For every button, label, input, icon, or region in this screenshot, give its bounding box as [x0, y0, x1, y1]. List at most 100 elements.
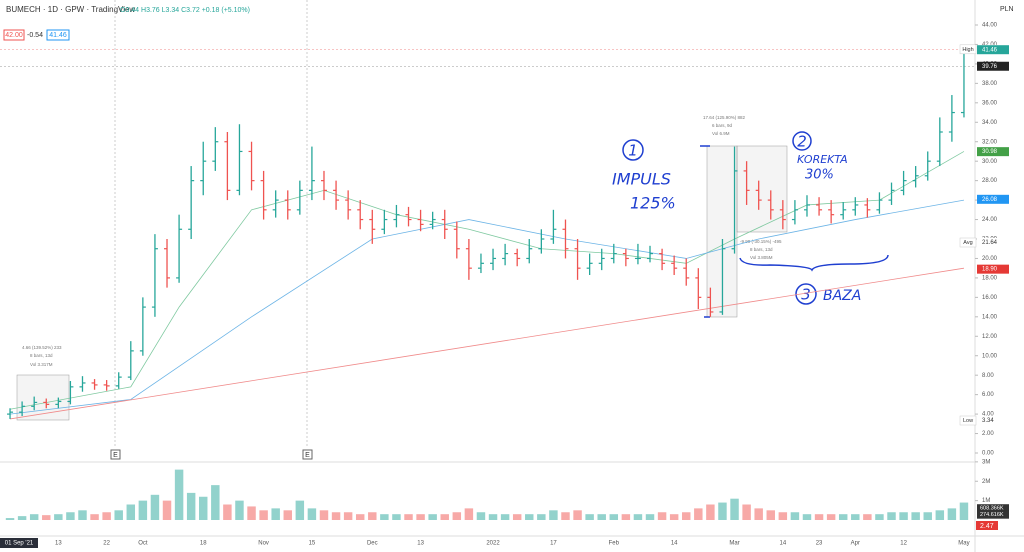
y-tick-label: 4.00: [982, 412, 994, 418]
ask-box: [46, 29, 70, 41]
volume-bar: [706, 504, 715, 520]
volume-bar: [102, 512, 111, 520]
price-tag-box: [977, 147, 1009, 157]
price-tag-name: Avg: [963, 240, 972, 246]
measure-box: [736, 145, 788, 233]
x-tick-label: 22: [103, 541, 110, 547]
y-tick-label: 32.00: [982, 139, 998, 145]
vol-tag-box: [977, 504, 1009, 513]
price-tag-name-box: [959, 415, 977, 426]
x-tick-label: Apr: [851, 541, 860, 547]
volume-bar: [549, 510, 558, 520]
y-tick-label: 14.00: [982, 314, 998, 320]
x-tick-label: 13: [417, 541, 424, 547]
volume-bar: [754, 508, 763, 520]
volume-bar: [851, 514, 860, 520]
vol-tick-label: 1M: [982, 498, 990, 504]
x-tick-label: Nov: [258, 541, 269, 547]
measure-text: 8 bars, 13d: [30, 353, 53, 358]
volume-bar: [814, 514, 824, 520]
ask: 41.46: [49, 32, 67, 39]
volume-bar: [78, 510, 87, 520]
y-tick-label: 34.00: [982, 120, 998, 126]
note: KOREKTA: [797, 153, 848, 166]
y-tick-label: 20.00: [982, 256, 998, 262]
x-tick-label: May: [958, 541, 969, 547]
x-tick-label: 17: [550, 541, 557, 547]
earnings-marker[interactable]: E: [113, 452, 118, 459]
price-tag: 26.08: [982, 197, 998, 203]
volume-bar: [452, 512, 462, 520]
price-tag: 3.34: [982, 418, 994, 424]
x-tick-label: Dec: [367, 541, 378, 547]
measure-text: -9.90 (-30.15%) -495: [740, 239, 782, 244]
vol-tag-box: [977, 510, 1009, 519]
volume-bar: [959, 502, 969, 520]
note: 125%: [630, 194, 676, 213]
measure-text: 4.66 (139.52%) 233: [22, 345, 62, 350]
earnings-marker[interactable]: E: [305, 452, 310, 459]
y-tick-label: 38.00: [982, 81, 998, 87]
y-tick-label: 10.00: [982, 353, 998, 359]
vol-tick-label: 2M: [982, 479, 990, 485]
earnings-box[interactable]: [110, 449, 121, 460]
volume-bar: [271, 508, 280, 520]
volume-bar: [537, 514, 546, 520]
currency[interactable]: PLN: [1000, 6, 1014, 13]
y-tick-label: 6.00: [982, 392, 994, 398]
volume-bar: [790, 512, 800, 520]
volume-bar: [331, 512, 341, 520]
volume-bar: [392, 514, 401, 520]
circle: [795, 283, 817, 305]
measure-text: 6 bars, 9d: [712, 123, 733, 128]
price-tag-name-box: [959, 44, 977, 55]
price-tag-box: [977, 61, 1009, 71]
x-tick-label: Feb: [609, 541, 620, 547]
volume-bar: [211, 485, 220, 520]
volume-bar: [597, 514, 606, 520]
volume-bar: [114, 510, 123, 520]
volume-bar: [911, 512, 920, 520]
volume-bar: [899, 512, 908, 520]
y-tick-label: 0.00: [982, 451, 994, 457]
volume-bar: [283, 510, 292, 520]
volume-bar: [923, 512, 932, 520]
volume-bar: [742, 504, 751, 520]
volume-bar: [186, 492, 196, 520]
note: 30%: [805, 168, 834, 183]
volume-bar: [863, 514, 872, 520]
volume-bar: [368, 512, 377, 520]
volume-bar: [573, 510, 582, 520]
volume-bar: [802, 514, 812, 520]
volume-bar: [694, 508, 703, 520]
x-tick-label: 18: [200, 541, 207, 547]
volume-bar: [235, 500, 244, 520]
volume-bar: [29, 514, 39, 520]
y-tick-label: 24.00: [982, 217, 998, 223]
vol-tag: 608.366K: [980, 506, 1004, 512]
volume-bar: [525, 514, 534, 520]
volume-bar: [428, 514, 437, 520]
price-tag-box: [977, 194, 1009, 204]
y-tick-label: 28.00: [982, 178, 998, 184]
note: BAZA: [823, 288, 861, 304]
x-tick-label: Mar: [729, 541, 739, 547]
volume-bar: [887, 512, 896, 520]
x-tick-label: 12: [900, 541, 907, 547]
volume-bar: [826, 514, 836, 520]
volume-bar: [838, 514, 848, 520]
indicator-tag-box: [976, 521, 998, 530]
moving-average: [9, 267, 965, 420]
price-tag: 39.76: [982, 64, 998, 70]
price-tag: 21.64: [982, 240, 998, 246]
circle: [622, 139, 644, 161]
volume-bar: [682, 512, 691, 520]
volume-bar: [319, 510, 329, 520]
volume-bar: [778, 512, 788, 520]
circle: [792, 131, 812, 151]
volume-bar: [488, 514, 498, 520]
volume-bar: [440, 514, 449, 520]
earnings-box[interactable]: [302, 449, 313, 460]
